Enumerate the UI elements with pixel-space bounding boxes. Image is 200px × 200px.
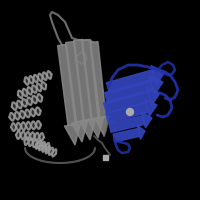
Polygon shape (105, 80, 153, 103)
Polygon shape (137, 125, 145, 139)
Polygon shape (90, 42, 106, 118)
Polygon shape (146, 86, 160, 106)
Polygon shape (106, 103, 148, 123)
Polygon shape (145, 99, 157, 116)
Polygon shape (58, 44, 77, 126)
Polygon shape (104, 91, 150, 113)
Polygon shape (24, 71, 52, 85)
Circle shape (127, 108, 134, 116)
Polygon shape (149, 76, 163, 95)
Polygon shape (88, 117, 104, 138)
Polygon shape (107, 70, 155, 93)
Polygon shape (80, 119, 96, 140)
Polygon shape (72, 121, 88, 142)
Polygon shape (95, 116, 109, 136)
Polygon shape (9, 107, 41, 121)
Polygon shape (16, 131, 44, 141)
Polygon shape (24, 137, 50, 151)
Polygon shape (11, 121, 41, 131)
Polygon shape (64, 124, 80, 145)
Polygon shape (151, 66, 165, 85)
Polygon shape (113, 128, 140, 142)
Polygon shape (12, 94, 42, 110)
Polygon shape (18, 82, 46, 98)
Polygon shape (109, 116, 145, 132)
Polygon shape (142, 112, 152, 128)
Polygon shape (66, 41, 84, 123)
Bar (103, 155, 108, 160)
Polygon shape (36, 142, 56, 156)
Polygon shape (74, 39, 92, 121)
Polygon shape (82, 39, 100, 119)
